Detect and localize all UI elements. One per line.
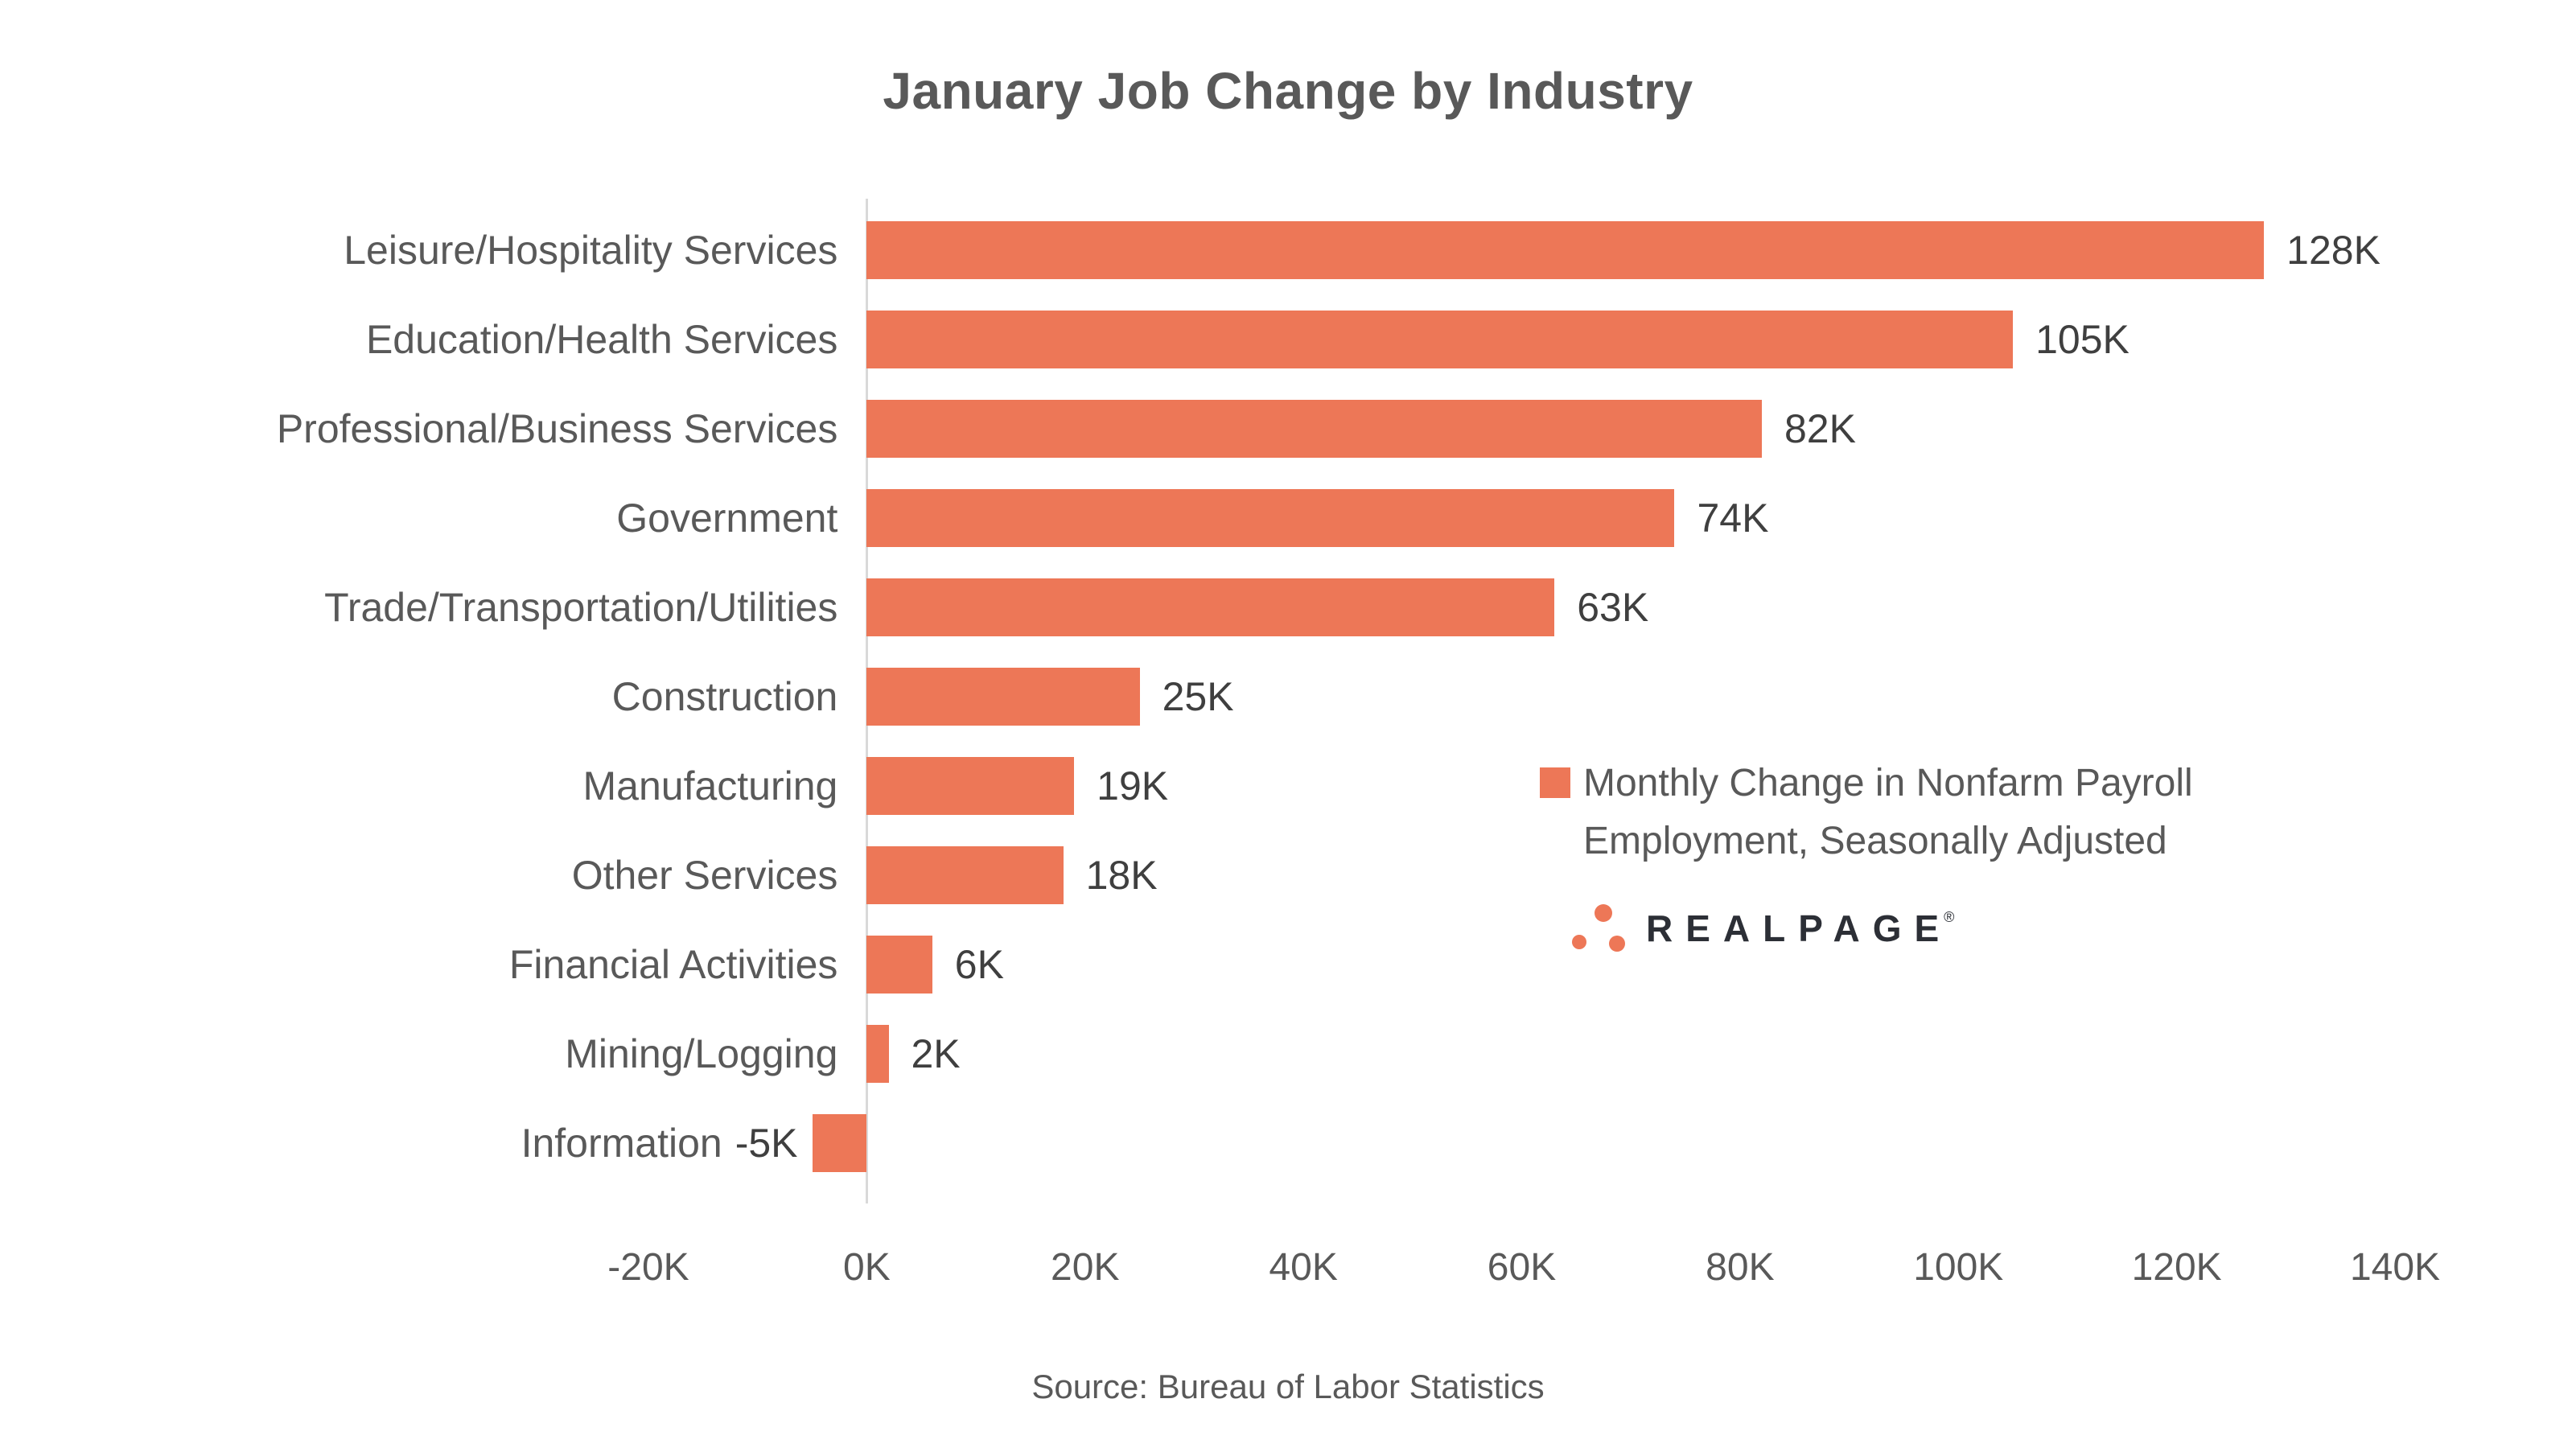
value-label: 74K bbox=[1697, 495, 1769, 541]
bar bbox=[866, 845, 1064, 904]
x-tick-label: 20K bbox=[1051, 1246, 1120, 1289]
x-tick-label: 80K bbox=[1706, 1246, 1775, 1289]
category-label: Financial Activities bbox=[508, 941, 838, 987]
category-row: Trade/Transportation/Utilities bbox=[97, 562, 837, 652]
value-label: 19K bbox=[1097, 763, 1169, 808]
bar bbox=[866, 399, 1762, 458]
category-row: Leisure/Hospitality Services bbox=[97, 205, 837, 294]
category-row: Government bbox=[97, 473, 837, 562]
value-label: 82K bbox=[1784, 405, 1856, 451]
value-label: -5K bbox=[735, 1120, 798, 1166]
bar bbox=[866, 578, 1555, 636]
x-tick-label: -20K bbox=[607, 1246, 689, 1289]
value-label: 105K bbox=[2035, 316, 2130, 362]
bar bbox=[866, 756, 1075, 815]
category-label: Manufacturing bbox=[582, 763, 838, 808]
category-label: Education/Health Services bbox=[365, 316, 838, 362]
category-label: Mining/Logging bbox=[565, 1031, 838, 1076]
bar bbox=[866, 220, 2265, 279]
logo-dot-icon bbox=[1595, 904, 1612, 922]
value-label: 6K bbox=[954, 941, 1004, 987]
realpage-logo: REALPAGE ® bbox=[1570, 903, 1962, 954]
bar bbox=[812, 1113, 867, 1172]
category-row: Education/Health Services bbox=[97, 294, 837, 384]
x-tick-label: 60K bbox=[1487, 1246, 1557, 1289]
x-tick-label: 100K bbox=[1913, 1246, 2004, 1289]
category-label: Government bbox=[616, 495, 838, 541]
category-row: Mining/Logging bbox=[97, 1009, 837, 1098]
legend: Monthly Change in Nonfarm Payroll Employ… bbox=[1540, 755, 2372, 870]
value-label: 128K bbox=[2286, 227, 2381, 273]
value-label: 18K bbox=[1085, 852, 1158, 898]
source-note: Source: Bureau of Labor Statistics bbox=[1031, 1368, 1545, 1405]
x-tick-label: 40K bbox=[1269, 1246, 1338, 1289]
value-label: 63K bbox=[1577, 584, 1649, 630]
category-label: Construction bbox=[611, 673, 838, 719]
logo-dot-icon bbox=[1609, 936, 1625, 952]
category-label: Leisure/Hospitality Services bbox=[344, 227, 838, 273]
value-label: 2K bbox=[911, 1031, 961, 1076]
category-label: Professional/Business Services bbox=[276, 405, 838, 451]
category-label: Information bbox=[521, 1120, 722, 1166]
category-row: Manufacturing bbox=[97, 741, 838, 830]
legend-label: Monthly Change in Nonfarm Payroll Employ… bbox=[1583, 762, 2193, 862]
category-row: Construction bbox=[97, 652, 838, 741]
bar bbox=[866, 935, 932, 994]
category-row: Financial Activities bbox=[97, 919, 838, 1009]
category-label: Other Services bbox=[571, 852, 838, 898]
bar bbox=[866, 488, 1675, 547]
registered-trademark-icon: ® bbox=[1944, 908, 1955, 925]
bar bbox=[866, 1024, 889, 1083]
logo-dot-icon bbox=[1572, 935, 1586, 949]
category-label: Trade/Transportation/Utilities bbox=[324, 584, 838, 630]
x-tick-label: 120K bbox=[2131, 1246, 2222, 1289]
category-row: Information -5K bbox=[97, 1098, 798, 1187]
x-tick-label: 140K bbox=[2349, 1246, 2441, 1289]
bar bbox=[866, 667, 1140, 726]
realpage-dots-icon bbox=[1570, 903, 1635, 954]
category-row: Other Services bbox=[97, 830, 838, 919]
bar bbox=[866, 310, 2014, 368]
value-label: 25K bbox=[1162, 673, 1234, 719]
x-tick-label: 0K bbox=[843, 1246, 891, 1289]
logo-wordmark: REALPAGE bbox=[1646, 907, 1953, 949]
category-row: Professional/Business Services bbox=[97, 384, 838, 473]
chart-title: January Job Change by Industry bbox=[883, 62, 1693, 120]
legend-swatch-icon bbox=[1540, 767, 1570, 798]
